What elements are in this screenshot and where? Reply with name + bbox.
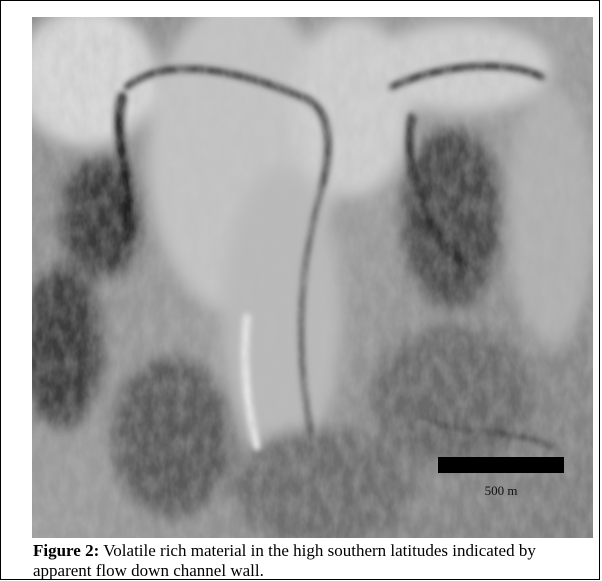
caption-text: Volatile rich material in the high south… [33,541,536,580]
terrain-image: 500 m [32,17,593,538]
caption-label: Figure 2: [33,541,99,560]
scale-bar [438,457,564,473]
scale-bar-label: 500 m [485,483,518,498]
figure-frame: 500 m Figure 2: Volatile rich material i… [0,0,600,580]
figure-caption: Figure 2: Volatile rich material in the … [33,541,568,581]
